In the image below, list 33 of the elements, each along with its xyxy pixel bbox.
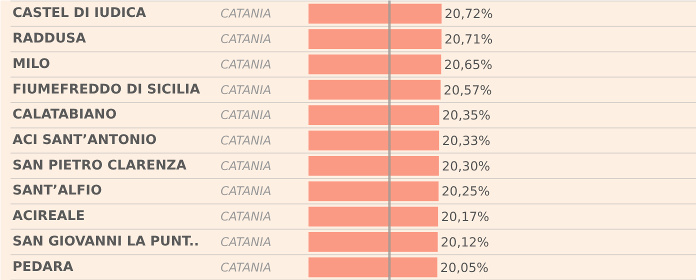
data-label: 20,30% bbox=[442, 158, 490, 174]
text: CATANIA bbox=[220, 32, 272, 46]
data-label: 20,57% bbox=[444, 82, 492, 98]
data-label: 20,17% bbox=[441, 209, 490, 224]
y-tick-label: ACIREALE bbox=[12, 209, 85, 224]
data-label: 20,05% bbox=[440, 260, 489, 275]
data-label: 20,65% bbox=[444, 56, 492, 72]
y-tick-label: FIUMEFREDDO DI SICILIA bbox=[12, 82, 201, 98]
y-tick-label: CASTEL DI IUDICA bbox=[12, 6, 147, 22]
data-label: 20,25% bbox=[442, 184, 490, 199]
text: CATANIA bbox=[220, 184, 272, 198]
y-tick-label: MILO bbox=[12, 56, 50, 72]
text: CATANIA bbox=[220, 158, 272, 173]
y-tick-label: RADDUSA bbox=[12, 32, 87, 47]
y-tick-label: SAN PIETRO CLARENZA bbox=[12, 158, 188, 174]
data-label: 20,12% bbox=[440, 234, 490, 250]
y-tick-label: SAN GIOVANNI LA PUNT.. bbox=[12, 234, 200, 250]
text: CATANIA bbox=[220, 234, 272, 249]
text: CATANIA bbox=[220, 134, 272, 148]
text: CATANIA bbox=[220, 108, 272, 122]
text: CATANIA bbox=[220, 6, 272, 21]
data-label: 20,71% bbox=[444, 32, 493, 47]
y-tick-label: CALATABIANO bbox=[12, 108, 117, 123]
text: CATANIA bbox=[220, 210, 272, 224]
y-tick-label: PEDARA bbox=[12, 260, 74, 275]
data-label: 20,72% bbox=[444, 6, 493, 22]
y-tick-label: SANT’ALFIO bbox=[12, 184, 102, 199]
data-label: 20,35% bbox=[442, 108, 490, 123]
text: CATANIA bbox=[220, 82, 272, 97]
text: CATANIA bbox=[220, 57, 272, 72]
data-label: 20,33% bbox=[442, 133, 490, 148]
y-tick-label: ACI SANT’ANTONIO bbox=[12, 133, 157, 148]
text: CATANIA bbox=[220, 260, 272, 274]
